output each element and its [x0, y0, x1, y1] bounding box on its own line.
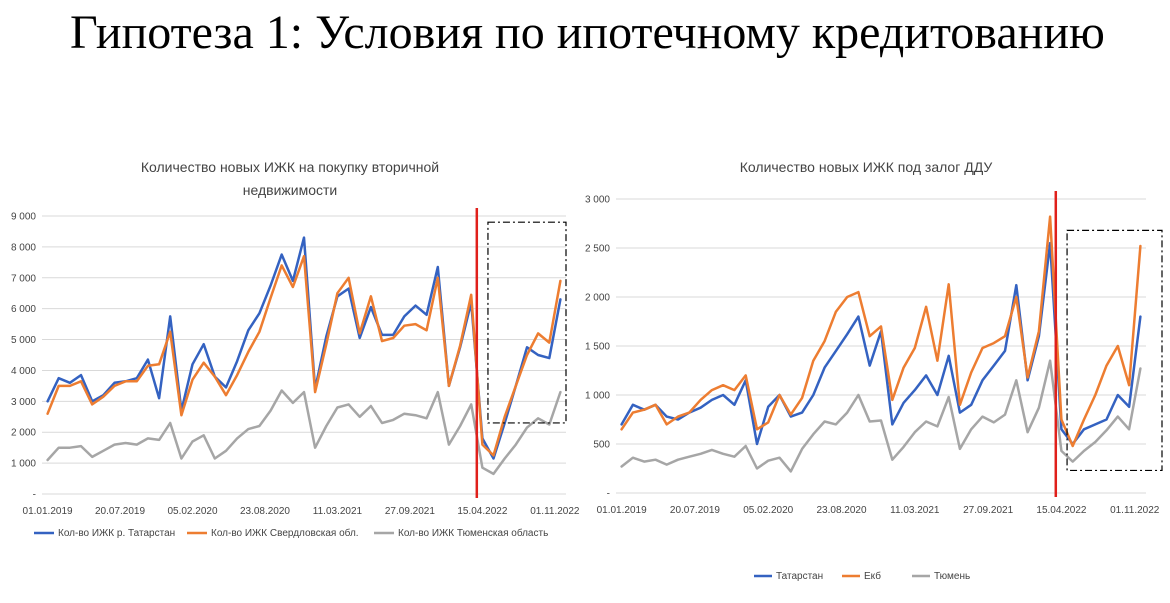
slide-title: Гипотеза 1: Условия по ипотечному кредит…	[70, 6, 1105, 59]
chart-title-line: Количество новых ИЖК под залог ДДУ	[740, 159, 993, 175]
y-tick-label: 3 000	[11, 397, 36, 408]
series-line-3	[46, 389, 562, 476]
highlight-box	[1066, 229, 1163, 472]
x-tick-label: 15.04.2022	[457, 506, 507, 517]
y-tick-label: 2 500	[585, 244, 610, 255]
legend-label: Кол-во ИЖК р. Татарстан	[58, 528, 175, 539]
x-tick-label: 05.02.2020	[743, 505, 793, 516]
x-tick-label: 27.09.2021	[963, 505, 1013, 516]
legend-label: Екб	[864, 570, 881, 582]
legend-label: Кол-во ИЖК Свердловская обл.	[211, 527, 359, 539]
y-tick-label: 7 000	[11, 273, 36, 284]
y-tick-label: 1 000	[585, 391, 610, 402]
x-tick-label: 20.07.2019	[670, 505, 720, 516]
x-tick-label: 20.07.2019	[95, 506, 145, 517]
y-tick-label: 4 000	[11, 366, 36, 377]
series-line-1	[620, 241, 1142, 446]
x-tick-label: 01.11.2022	[1110, 505, 1160, 516]
y-tick-label: 2 000	[11, 428, 36, 439]
y-tick-label: -	[33, 490, 36, 501]
x-tick-label: 11.03.2021	[890, 505, 940, 516]
legend-label: Кол-во ИЖК Тюменская область	[398, 527, 548, 539]
series-line-3	[620, 359, 1142, 473]
series-line-2	[620, 215, 1142, 448]
y-tick-label: 9 000	[11, 212, 36, 223]
y-tick-label: 2 000	[585, 293, 610, 304]
legend-label: Татарстан	[776, 571, 823, 582]
y-tick-label: 8 000	[11, 242, 36, 253]
chart-title-line: недвижимости	[243, 182, 337, 198]
legend-label: Тюмень	[934, 571, 970, 582]
x-tick-label: 23.08.2020	[240, 506, 290, 517]
x-tick-label: 15.04.2022	[1036, 505, 1086, 516]
x-tick-label: 01.01.2019	[597, 505, 647, 516]
y-tick-label: 5 000	[11, 335, 36, 346]
series-line-2	[46, 254, 562, 457]
x-tick-label: 11.03.2021	[313, 506, 363, 517]
y-tick-label: 3 000	[585, 195, 610, 206]
x-tick-label: 23.08.2020	[817, 505, 867, 516]
x-tick-label: 05.02.2020	[167, 506, 217, 517]
y-tick-label: 1 000	[11, 459, 36, 470]
x-tick-label: 01.01.2019	[23, 506, 73, 517]
x-tick-label: 27.09.2021	[385, 506, 435, 517]
y-tick-label: 1 500	[585, 342, 610, 353]
y-tick-label: 500	[593, 440, 610, 451]
x-tick-label: 01.11.2022	[530, 506, 580, 517]
chart-title-line: Количество новых ИЖК на покупку вторично…	[141, 159, 439, 175]
y-tick-label: -	[607, 489, 610, 500]
y-tick-label: 6 000	[11, 304, 36, 315]
highlight-box	[487, 221, 567, 424]
